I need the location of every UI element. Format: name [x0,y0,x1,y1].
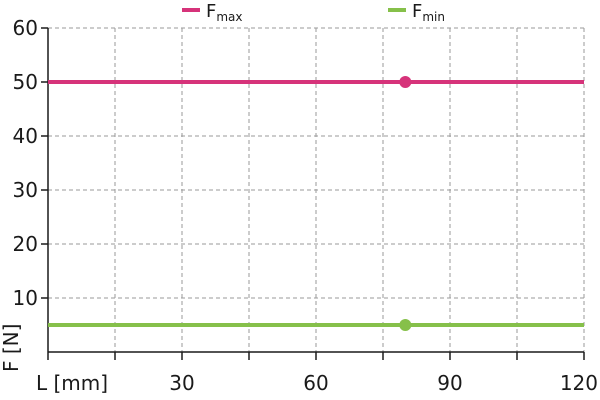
legend: Fmax Fmin [182,1,445,24]
series-group [48,76,584,331]
x-tick-label: 90 [437,371,462,395]
y-tick-label: 20 [13,232,38,256]
x-tick-label: 30 [169,371,194,395]
axes [41,27,585,360]
x-axis-label: L [mm] [36,371,108,395]
legend-label-min: Fmin [412,1,445,24]
grid-lines [48,27,585,352]
x-tick-label: 60 [303,371,328,395]
y-tick-label: 50 [13,70,38,94]
y-tick-label: 40 [13,124,38,148]
y-tick-label: 60 [13,16,38,40]
series-marker-min [399,319,412,331]
y-axis-label: F [N] [0,324,23,372]
tick-labels: 10 20 30 40 50 60 30 60 90 120 [13,16,598,395]
legend-label-max: Fmax [206,1,243,24]
y-tick-label: 30 [13,178,38,202]
y-tick-label: 10 [13,286,38,310]
x-tick-label: 120 [560,371,598,395]
series-marker-max [399,76,412,88]
